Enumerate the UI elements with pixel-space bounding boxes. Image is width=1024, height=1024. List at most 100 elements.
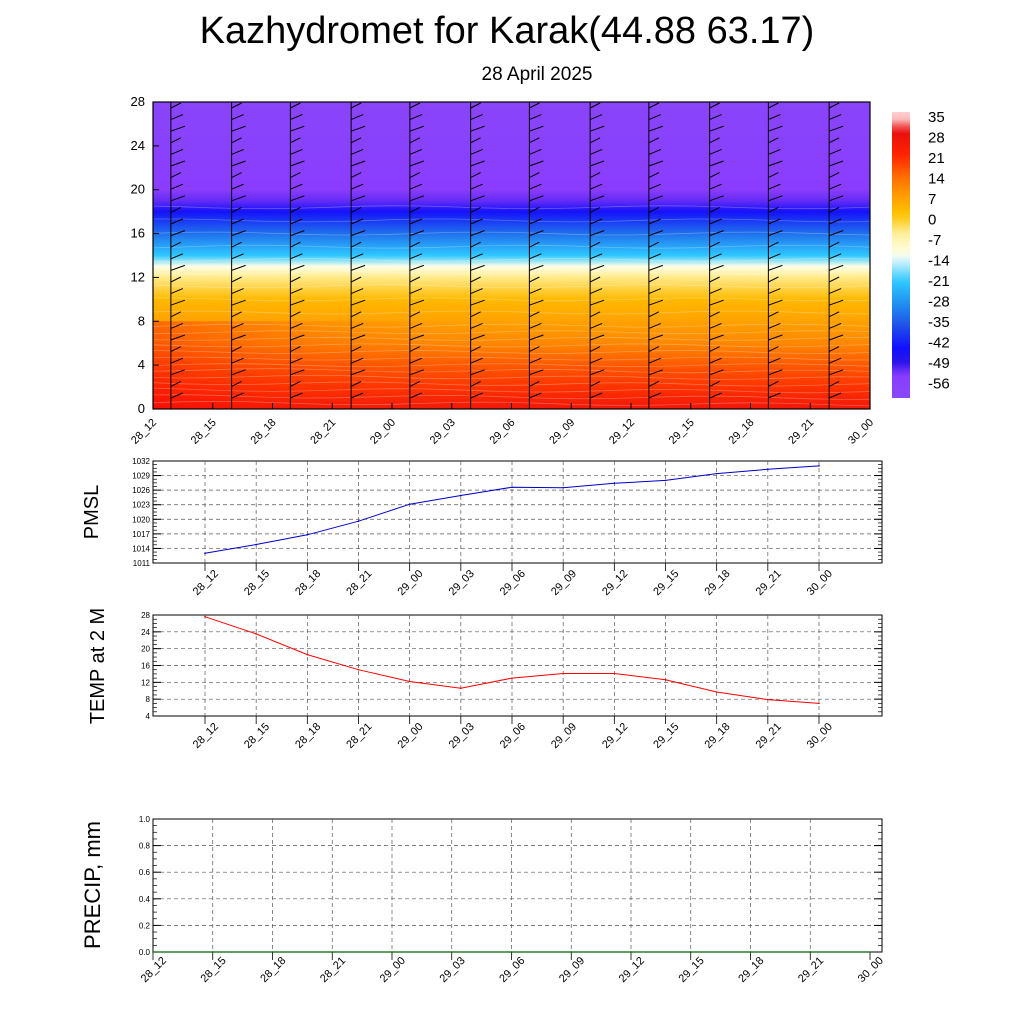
wind-barb-flag: [589, 264, 605, 271]
wind-barb-flag: [589, 322, 603, 329]
wind-barb-flag: [709, 125, 724, 132]
wind-barb-flag: [170, 322, 184, 329]
colorbar-label: 14: [928, 171, 945, 188]
line-panel-2: 4 8 12 16 20 24 28 28_12 28_15 28_18 28_21 29_00 29_…: [87, 608, 883, 751]
isotherm-line: [153, 394, 870, 400]
wind-barb-flag: [409, 253, 423, 260]
wind-barb-flag: [709, 137, 720, 144]
wind-barb-flag: [350, 172, 362, 179]
panel-y-tick-label: 1.0: [139, 815, 151, 824]
heatmap-x-tick-label: 28_18: [249, 417, 279, 447]
wind-barb-flag: [231, 137, 242, 144]
wind-barb-flag: [648, 160, 664, 167]
heatmap-surface-shading: [153, 321, 870, 409]
wind-barb-flag: [648, 125, 664, 132]
wind-barb-flag: [709, 253, 722, 260]
isotherm-line: [153, 297, 870, 302]
series-point: [460, 687, 462, 690]
heatmap-y-tick-label: 28: [131, 94, 145, 109]
wind-barb-flag: [529, 114, 542, 121]
series-point: [450, 951, 453, 953]
wind-barb-flag: [231, 392, 244, 399]
wind-barb-flag: [170, 183, 184, 190]
wind-barb-flag: [470, 230, 485, 237]
panel-x-tick-label: 28_12: [139, 955, 169, 985]
series-point: [510, 951, 513, 953]
wind-barb-flag: [828, 288, 842, 295]
wind-barb-flag: [470, 206, 481, 213]
wind-barb-flag: [828, 276, 840, 283]
wind-barb-flag: [648, 369, 664, 376]
colorbar-label: -21: [928, 273, 950, 290]
isotherm-line: [153, 330, 870, 335]
wind-barb-flag: [470, 357, 483, 364]
wind-barb-flag: [290, 183, 303, 190]
series-point: [460, 494, 462, 497]
wind-barb-flag: [170, 114, 184, 121]
wind-barb-flag: [768, 322, 781, 329]
colorbar-label: 28: [928, 130, 945, 147]
heatmap-y-tick-label: 16: [131, 226, 145, 241]
heatmap-panel: 0 4 8 12 16 20 24 28 28_12 28_15 28_18 28_21 29_00 29…: [129, 94, 876, 447]
wind-barb-flag: [290, 288, 303, 295]
wind-barb-flag: [409, 137, 421, 144]
isotherm-line: [153, 381, 870, 387]
wind-barb-flag: [290, 241, 301, 248]
wind-barb-flag: [529, 125, 544, 132]
wind-barb-flag: [529, 334, 544, 341]
wind-barb-flag: [589, 380, 601, 387]
wind-barb-flag: [768, 253, 781, 260]
panel-y-tick-label: 12: [141, 678, 150, 687]
wind-barb-flag: [350, 264, 366, 271]
isotherm-line: [153, 231, 870, 236]
panel-x-tick-label: 29_00: [378, 955, 408, 985]
wind-barb-flag: [409, 148, 423, 155]
wind-barb-flag: [768, 206, 779, 213]
isotherm-line: [153, 400, 870, 407]
series-point: [818, 465, 820, 467]
isotherm-line: [153, 387, 870, 394]
panel-x-tick-label: 29_21: [796, 955, 826, 985]
series-point: [152, 951, 154, 953]
series-point: [511, 486, 513, 489]
wind-barb-flag: [768, 380, 779, 387]
wind-barb-flag: [709, 195, 724, 202]
wind-barb-flag: [290, 148, 303, 155]
wind-barb-flag: [828, 102, 840, 109]
panel-y-axis-label: TEMP at 2 M: [87, 608, 109, 724]
wind-barb-flag: [529, 253, 542, 260]
wind-barb-flag: [828, 346, 840, 353]
wind-barb-flag: [290, 369, 305, 376]
panel-y-tick-label: 8: [146, 695, 151, 704]
wind-barb-flag: [409, 311, 421, 318]
wind-barb-flag: [768, 125, 783, 132]
colorbar-fill: [892, 112, 910, 398]
wind-barb-flag: [231, 114, 244, 121]
wind-barb-flag: [648, 102, 660, 109]
wind-barb-flag: [231, 322, 244, 329]
series-point: [715, 691, 718, 693]
wind-barb-flag: [648, 322, 662, 329]
wind-barb-flag: [828, 392, 842, 399]
wind-barb-flag: [470, 264, 485, 271]
wind-barb-flag: [589, 334, 605, 341]
isotherm-line: [153, 310, 870, 315]
wind-barb-flag: [350, 195, 366, 202]
isotherm-line: [153, 375, 870, 380]
wind-barb-flag: [709, 241, 720, 248]
wind-barb-flag: [709, 148, 722, 155]
wind-barb-flag: [290, 276, 301, 283]
wind-barb-flag: [350, 357, 364, 364]
isotherm-line: [153, 244, 870, 249]
wind-barb-flag: [768, 299, 783, 306]
wind-barb-flag: [768, 195, 783, 202]
wind-barb-flag: [170, 357, 184, 364]
wind-barb-flag: [709, 322, 722, 329]
wind-barb-flag: [648, 380, 660, 387]
wind-barb-flag: [290, 172, 301, 179]
panel-x-tick-label: 29_18: [702, 721, 732, 751]
wind-barb-flag: [409, 346, 421, 353]
isotherm-lines: [153, 205, 870, 407]
panel-y-tick-label: 0.6: [139, 868, 151, 877]
heatmap-x-tick-label: 29_06: [488, 417, 518, 447]
